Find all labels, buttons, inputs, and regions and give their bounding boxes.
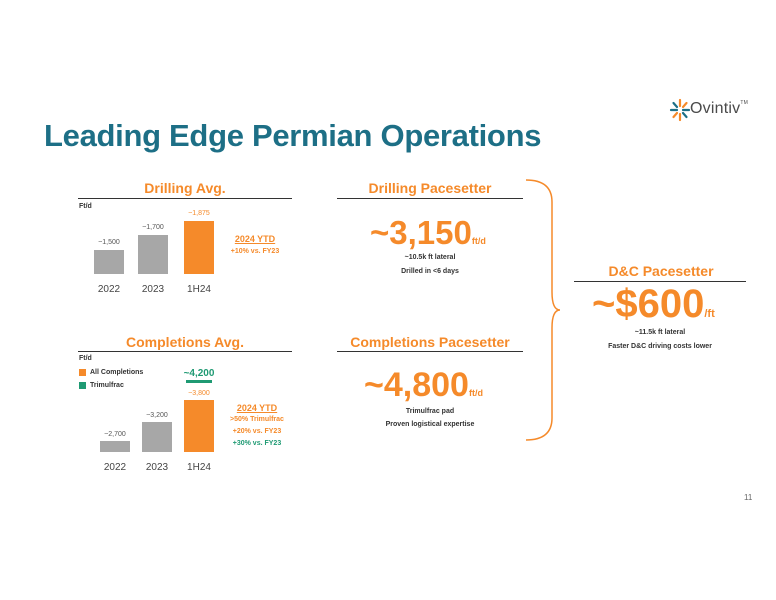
completions-pacesetter-line-2: Proven logistical expertise — [385, 421, 475, 428]
ovintiv-logo: OvintivTM — [669, 98, 755, 122]
legend-swatch-all-completions — [79, 369, 86, 376]
ovintiv-starburst-icon — [669, 98, 691, 122]
x-tick-completions-1H24: 1H24 — [187, 462, 211, 473]
x-tick-completions-2022: 2022 — [103, 462, 127, 473]
page-number: 11 — [744, 493, 753, 502]
completions-ytd-title: 2024 YTD — [236, 403, 278, 413]
dc-pacesetter-rule — [574, 281, 746, 282]
data-label-completions-1H24: ~3,800 — [188, 390, 210, 397]
legend-label-trimulfrac: Trimulfrac — [90, 382, 124, 389]
dc-pacesetter-line-1: ~11.5k ft lateral — [634, 329, 686, 336]
x-tick-drilling-1H24: 1H24 — [187, 284, 211, 295]
drilling-avg-rule — [78, 198, 292, 199]
drilling-pacesetter-heading: Drilling Pacesetter — [368, 180, 492, 196]
completions-pacesetter-line-1: Trimulfrac pad — [405, 408, 455, 415]
completions-ytd-line-1: >50% Trimulfrac — [230, 416, 284, 423]
x-tick-drilling-2023: 2023 — [141, 284, 165, 295]
completions-ytd-line-3: +30% vs. FY23 — [232, 440, 282, 447]
completions-avg-rule — [78, 351, 292, 352]
completions-avg-heading: Completions Avg. — [126, 334, 244, 350]
completions-ytd-line-2: +20% vs. FY23 — [232, 428, 282, 435]
completions-avg-chart: ~2,700 2022 ~3,200 2023 ~3,800 1H24 ~4,200 — [90, 368, 220, 478]
completions-pacesetter-value: ~4,800ft/d — [364, 366, 483, 404]
data-label-completions-2023: ~3,200 — [146, 412, 168, 420]
bar-trimulfrac-1H24 — [186, 380, 212, 383]
bar-drilling-1H24 — [184, 221, 214, 274]
drilling-pacesetter-line-2: Drilled in <6 days — [401, 268, 459, 275]
data-label-completions-2022: ~2,700 — [104, 430, 126, 438]
completions-pacesetter-heading: Completions Pacesetter — [350, 334, 510, 350]
data-label-drilling-2023: ~1,700 — [142, 223, 164, 231]
bar-drilling-2022 — [94, 250, 124, 274]
dc-pacesetter-heading: D&C Pacesetter — [608, 263, 714, 279]
dc-pacesetter-line-2: Faster D&C driving costs lower — [608, 343, 712, 350]
drilling-pacesetter-value: ~3,150ft/d — [370, 214, 486, 251]
drilling-pacesetter-rule — [337, 198, 523, 199]
bar-completions-2023 — [142, 422, 172, 452]
drilling-avg-unit: Ft/d — [79, 203, 92, 210]
completions-pacesetter-rule — [337, 351, 523, 352]
dc-pacesetter-value: ~$600/ft — [592, 282, 715, 326]
drilling-ytd-line: +10% vs. FY23 — [230, 248, 280, 255]
legend-label-all-completions: All Completions — [90, 369, 144, 376]
drilling-ytd-title: 2024 YTD — [234, 234, 276, 244]
grouping-brace — [525, 179, 561, 441]
page-title: Leading Edge Permian Operations — [44, 118, 542, 153]
drilling-avg-heading: Drilling Avg. — [144, 180, 226, 196]
x-tick-drilling-2022: 2022 — [97, 284, 121, 295]
logo-wordmark: OvintivTM — [690, 100, 748, 117]
bar-drilling-2023 — [138, 234, 168, 274]
data-label-trimulfrac-1H24: ~4,200 — [183, 368, 215, 379]
data-label-drilling-1H24: ~1,875 — [188, 210, 210, 217]
drilling-avg-chart: ~1,500 2022 ~1,700 2023 ~1,875 1H24 — [90, 200, 220, 298]
completions-avg-unit: Ft/d — [79, 355, 92, 362]
x-tick-completions-2023: 2023 — [145, 462, 169, 473]
data-label-drilling-2022: ~1,500 — [98, 239, 120, 247]
legend-swatch-trimulfrac — [79, 382, 86, 389]
bar-completions-2022 — [100, 440, 130, 452]
drilling-pacesetter-line-1: ~10.5k ft lateral — [404, 254, 456, 261]
bar-completions-1H24 — [184, 400, 214, 452]
